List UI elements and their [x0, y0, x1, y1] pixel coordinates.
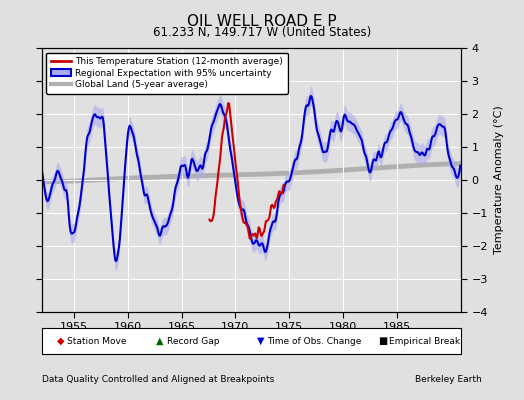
Y-axis label: Temperature Anomaly (°C): Temperature Anomaly (°C) — [494, 106, 504, 254]
Text: 61.233 N, 149.717 W (United States): 61.233 N, 149.717 W (United States) — [153, 26, 371, 39]
Text: ◆: ◆ — [57, 336, 64, 346]
Text: OIL WELL ROAD E P: OIL WELL ROAD E P — [187, 14, 337, 29]
Text: Data Quality Controlled and Aligned at Breakpoints: Data Quality Controlled and Aligned at B… — [42, 375, 274, 384]
Text: ■: ■ — [378, 336, 387, 346]
Text: Berkeley Earth: Berkeley Earth — [416, 375, 482, 384]
Legend: This Temperature Station (12-month average), Regional Expectation with 95% uncer: This Temperature Station (12-month avera… — [47, 52, 288, 94]
Text: Station Move: Station Move — [67, 336, 127, 346]
Text: Time of Obs. Change: Time of Obs. Change — [267, 336, 362, 346]
Text: ▼: ▼ — [257, 336, 264, 346]
Text: Empirical Break: Empirical Break — [389, 336, 461, 346]
Text: ▲: ▲ — [156, 336, 163, 346]
Text: Record Gap: Record Gap — [167, 336, 219, 346]
